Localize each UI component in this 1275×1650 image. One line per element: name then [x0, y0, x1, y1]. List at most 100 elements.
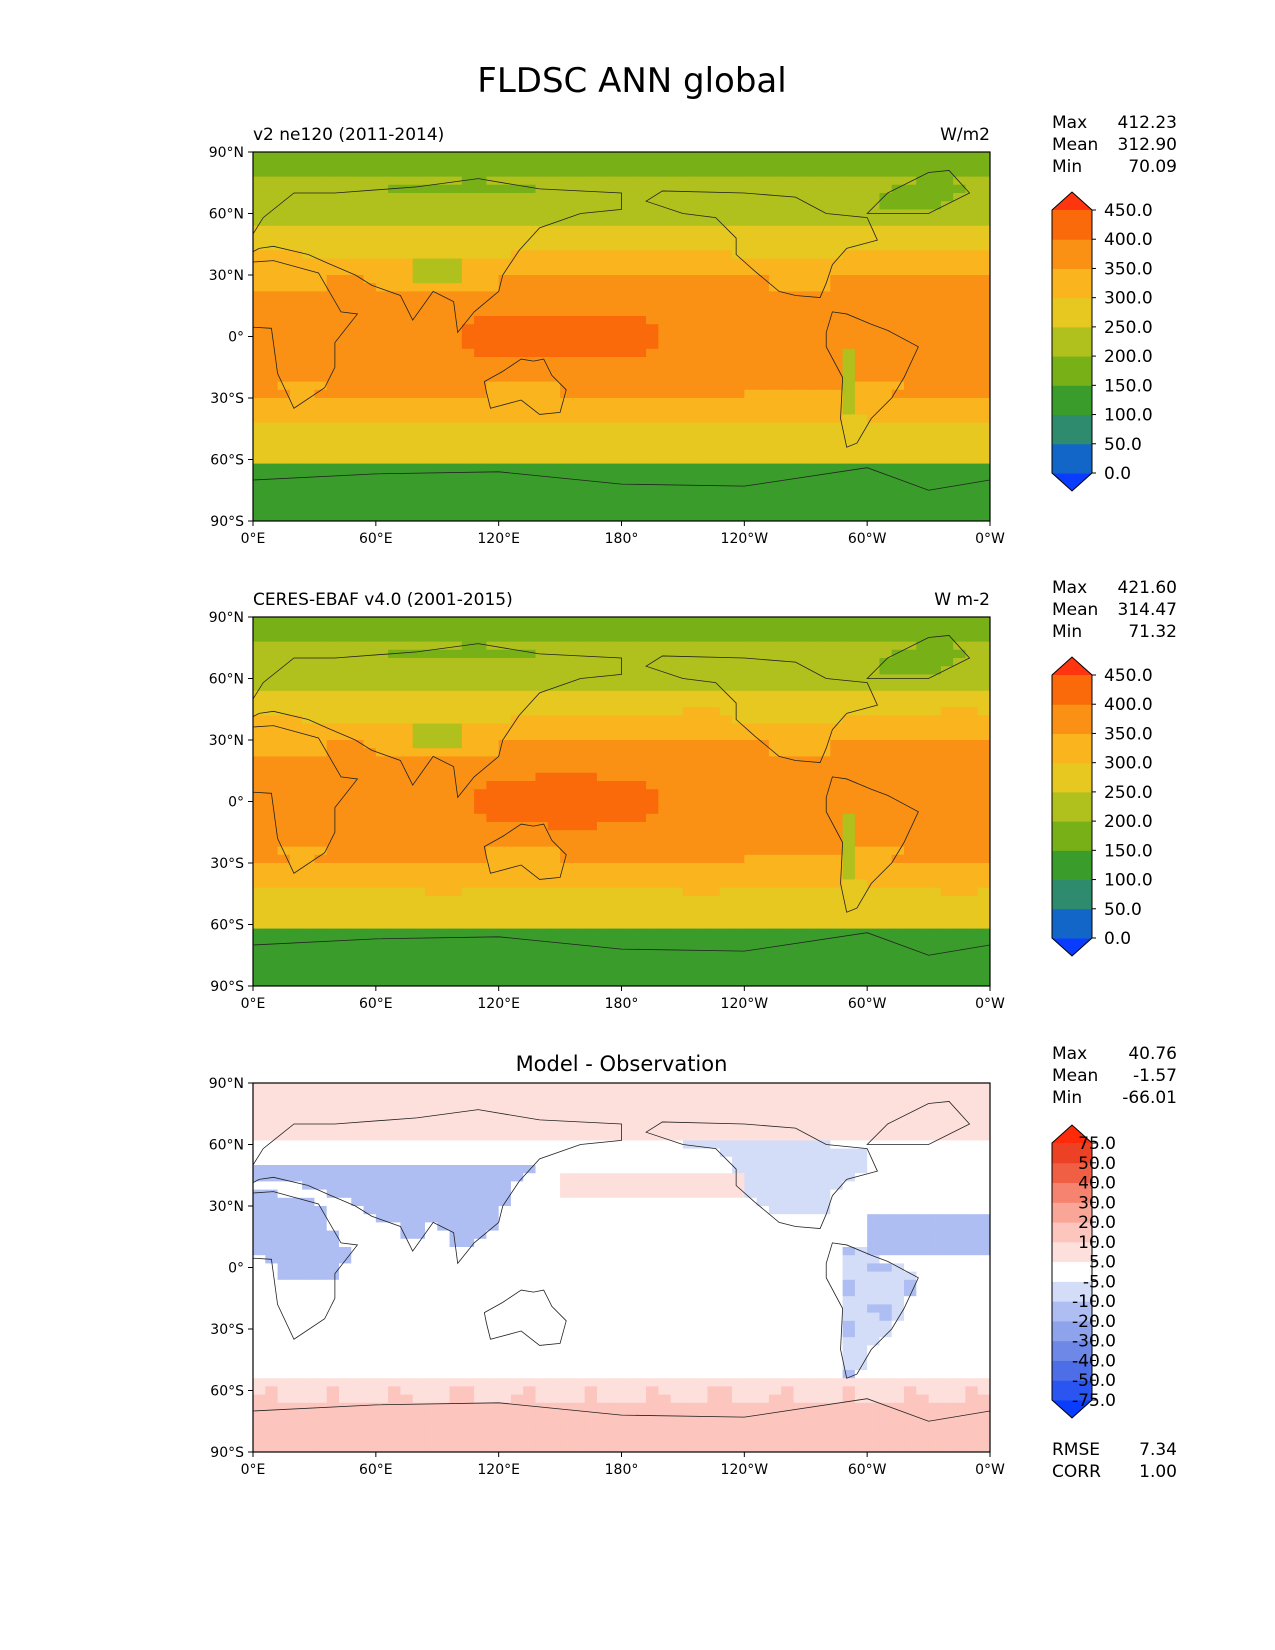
field-cell: [768, 715, 782, 725]
field-cell: [670, 291, 684, 301]
field-cell: [867, 772, 881, 782]
field-cell: [646, 772, 659, 782]
field-cell: [953, 168, 967, 178]
field-cell: [461, 731, 475, 741]
field-cell: [289, 299, 303, 309]
field-cell: [658, 225, 672, 235]
coastline: [253, 467, 990, 521]
field-cell: [437, 201, 451, 210]
field-cell: [633, 340, 647, 350]
field-cell: [289, 168, 303, 178]
field-cell: [572, 748, 586, 757]
field-cell: [424, 707, 438, 716]
field-cell: [670, 617, 684, 626]
field-cell: [768, 316, 782, 325]
field-cell: [658, 307, 672, 317]
field-cell: [867, 504, 881, 514]
field-cell: [842, 863, 856, 872]
field-cell: [265, 184, 279, 194]
field-cell: [854, 512, 868, 521]
field-cell: [412, 649, 426, 659]
field-cell: [916, 332, 930, 342]
field-cell: [351, 373, 365, 383]
field-cell: [498, 422, 512, 432]
field-cell: [449, 480, 463, 489]
field-cell: [338, 731, 352, 741]
field-cell: [424, 813, 438, 823]
field-cell: [891, 854, 905, 864]
field-cell: [830, 789, 844, 798]
field-cell: [854, 797, 868, 807]
field-cell: [940, 201, 954, 210]
field-cell: [400, 422, 414, 432]
field-cell: [400, 740, 414, 749]
field-cell: [695, 275, 709, 284]
field-cell: [891, 879, 905, 889]
field-cell: [424, 617, 438, 626]
field-cell: [302, 201, 316, 210]
field-cell: [474, 912, 487, 921]
field-cell: [744, 225, 758, 235]
field-cell: [461, 217, 475, 227]
field-cell: [461, 258, 475, 268]
field-cell: [928, 471, 942, 481]
field-cell: [781, 633, 795, 643]
field-cell: [646, 291, 659, 301]
field-cell: [818, 373, 831, 383]
field-cell: [412, 250, 426, 260]
field-cell: [363, 789, 377, 798]
field-cell: [781, 389, 795, 399]
field-cell: [682, 641, 696, 651]
field-cell: [302, 455, 316, 465]
field-cell: [338, 887, 352, 897]
field-cell: [842, 291, 856, 301]
field-cell: [363, 863, 377, 872]
field-cell: [535, 625, 549, 634]
field-cell: [253, 789, 266, 798]
field-cell: [338, 895, 352, 905]
field-cell: [400, 340, 414, 350]
field-cell: [424, 234, 438, 243]
field-cell: [805, 682, 819, 692]
field-cell: [940, 707, 954, 716]
field-cell: [867, 658, 881, 667]
field-cell: [854, 764, 868, 774]
field-cell: [867, 234, 881, 243]
field-cell: [510, 299, 524, 309]
field-cell: [732, 496, 745, 506]
field-cell: [535, 641, 549, 651]
field-cell: [302, 904, 316, 913]
field-cell: [646, 690, 659, 700]
field-cell: [768, 299, 782, 309]
field-cell: [363, 250, 377, 260]
field-cell: [768, 822, 782, 831]
field-cell: [437, 912, 451, 921]
field-cell: [621, 471, 635, 481]
field-cell: [707, 193, 721, 202]
field-cell: [326, 830, 340, 839]
field-cell: [338, 439, 352, 448]
field-cell: [633, 398, 647, 407]
field-cell: [781, 357, 795, 366]
field-cell: [510, 731, 524, 741]
field-cell: [830, 258, 844, 268]
field-cell: [351, 504, 365, 514]
field-cell: [928, 414, 942, 424]
field-cell: [891, 682, 905, 692]
field-cell: [867, 291, 881, 301]
field-cell: [670, 209, 684, 219]
panel-model: 0°E 60°E 120°E 180° 120°W 60°W 0°W90°N60°N30°N…: [209, 113, 1177, 547]
field-cell: [732, 176, 745, 186]
field-cell: [486, 201, 500, 210]
field-cell: [584, 617, 598, 626]
field-cell: [400, 299, 414, 309]
field-cell: [781, 201, 795, 210]
field-cell: [928, 641, 942, 651]
field-cell: [854, 715, 868, 725]
field-cells: [253, 152, 990, 521]
field-cell: [486, 184, 500, 194]
field-cell: [818, 414, 831, 424]
field-cell: [461, 504, 475, 514]
field-cell: [277, 291, 291, 301]
field-cell: [609, 488, 623, 497]
